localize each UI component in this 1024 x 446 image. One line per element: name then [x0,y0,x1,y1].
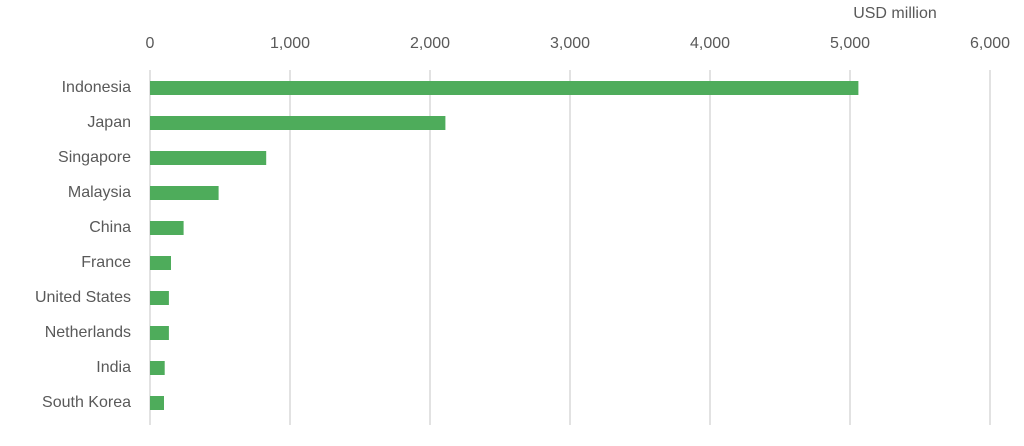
bar [150,81,859,95]
y-tick-label: France [81,254,131,271]
bar [150,396,164,410]
bar [150,221,184,235]
y-tick-label: United States [35,289,131,306]
bar [150,186,219,200]
axis-unit-label: USD million [853,5,937,22]
y-tick-label: Malaysia [68,184,131,201]
bar [150,116,446,130]
y-tick-label: China [89,219,131,236]
bar [150,291,169,305]
y-tick-label: Japan [87,114,131,131]
x-tick-label: 1,000 [270,35,310,52]
y-tick-label: Netherlands [45,324,131,341]
y-tick-label: Singapore [58,149,131,166]
y-tick-label: South Korea [42,394,131,411]
x-tick-label: 5,000 [830,35,870,52]
x-tick-label: 3,000 [550,35,590,52]
x-tick-label: 6,000 [970,35,1010,52]
x-tick-label: 2,000 [410,35,450,52]
bar [150,151,267,165]
y-tick-label: Indonesia [62,79,131,96]
y-tick-label: India [96,359,131,376]
x-tick-label: 0 [146,35,155,52]
bar [150,256,171,270]
bar [150,361,165,375]
bar [150,326,169,340]
x-tick-label: 4,000 [690,35,730,52]
